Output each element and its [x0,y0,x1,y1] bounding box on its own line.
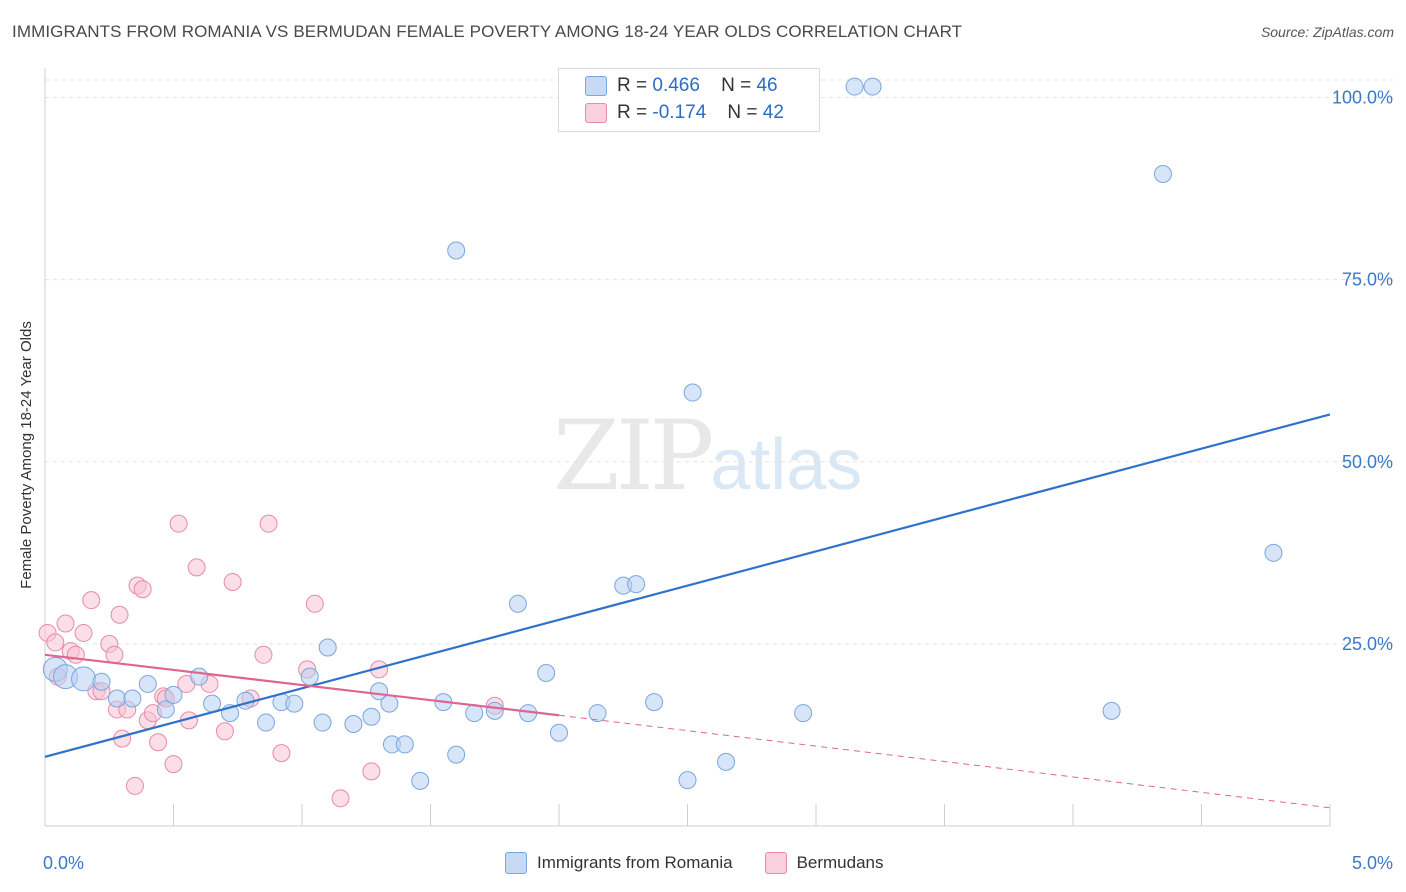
bermudans-point [133,580,152,599]
romania-point [318,638,337,657]
romania-point [627,575,646,594]
y-tick-label: 75.0% [1342,270,1393,290]
legend-swatch-pink [585,103,607,123]
romania-point [794,704,813,723]
bermudans-point [305,594,324,613]
bermudans-point [187,558,206,577]
romania-trendline [44,413,1331,758]
romania-point [313,713,332,732]
romania-point [863,77,882,96]
romania-point [285,694,304,713]
legend-stats: R = 0.466 N = 46 R = -0.174 N = 42 [558,68,820,132]
legend-row-romania: R = 0.466 N = 46 [585,75,778,97]
n-label: N = [727,102,758,123]
romania-point [485,701,504,720]
x-tick-label: 5.0% [1352,853,1393,873]
n-value: 46 [756,75,778,96]
r-value: -0.174 [652,102,707,123]
bermudans-point [164,755,183,774]
romania-point [447,745,466,764]
y-axis-label: Female Poverty Among 18-24 Year Olds [18,321,35,589]
romania-point [123,689,142,708]
source-label: Source: ZipAtlas.com [1260,24,1394,40]
romania-point [537,664,556,683]
bermudans-point [105,645,124,664]
bermudans-point [362,762,381,781]
romania-point [465,704,484,723]
legend-item-bermudans[interactable]: Bermudans [764,852,884,874]
romania-point [156,700,175,719]
legend-swatch-blue [505,852,527,874]
legend-label-romania: Immigrants from Romania [537,853,733,872]
romania-point [71,666,97,692]
romania-point [344,715,363,734]
romania-point [300,667,319,686]
romania-point [447,241,466,260]
legend-row-bermudans: R = -0.174 N = 42 [585,102,784,124]
bermudans-point [272,744,291,763]
bermudans-point [66,645,85,664]
legend-label-bermudans: Bermudans [796,853,884,872]
romania-point [588,704,607,723]
bermudans-trendline [44,653,560,717]
r-label: R = [617,102,648,123]
romania-point [138,674,157,693]
romania-point [678,771,697,790]
romania-point [1102,701,1121,720]
watermark-sub: atlas [710,425,863,505]
n-value: 42 [762,102,784,123]
romania-point [683,383,702,402]
bermudans-point [56,614,75,633]
romania-point [107,689,126,708]
bermudans-point [110,605,129,624]
romania-point [92,672,111,691]
romania-point [508,594,527,613]
bermudans-point [82,591,101,610]
legend-swatch-pink [764,852,787,874]
romania-point [395,735,414,754]
bermudans-point [254,645,273,664]
watermark: ZIPatlas [553,400,862,512]
watermark-main: ZIP [553,400,714,512]
y-tick-label: 100.0% [1332,88,1393,108]
bermudans-point [74,623,93,642]
romania-point [717,752,736,771]
bermudans-point [46,633,65,652]
romania-point [845,77,864,96]
romania-point [190,667,209,686]
romania-point [164,685,183,704]
romania-point [550,723,568,742]
legend-item-romania[interactable]: Immigrants from Romania [505,852,733,874]
x-tick-label: 0.0% [43,853,84,873]
y-tick-label: 25.0% [1342,634,1393,654]
legend-series: Immigrants from Romania Bermudans [505,852,916,874]
legend-swatch-blue [585,76,607,96]
romania-point [380,694,399,713]
bermudans-point [169,514,188,533]
bermudans-point [215,722,234,741]
n-label: N = [721,75,752,96]
bermudans-point [223,572,242,591]
bermudans-point [125,776,144,795]
romania-point [362,707,381,726]
y-tick-label: 50.0% [1342,452,1393,472]
r-label: R = [617,75,648,96]
romania-point [1153,164,1172,183]
romania-point [645,693,664,712]
romania-point [411,771,430,790]
bermudans-point [259,514,278,533]
bermudans-trendline-extension [558,714,1331,809]
r-value: 0.466 [652,75,700,96]
chart-title: IMMIGRANTS FROM ROMANIA VS BERMUDAN FEMA… [12,22,963,41]
romania-point [257,713,276,732]
romania-point [1264,543,1283,562]
bermudans-point [331,789,350,808]
bermudans-point [149,733,168,752]
